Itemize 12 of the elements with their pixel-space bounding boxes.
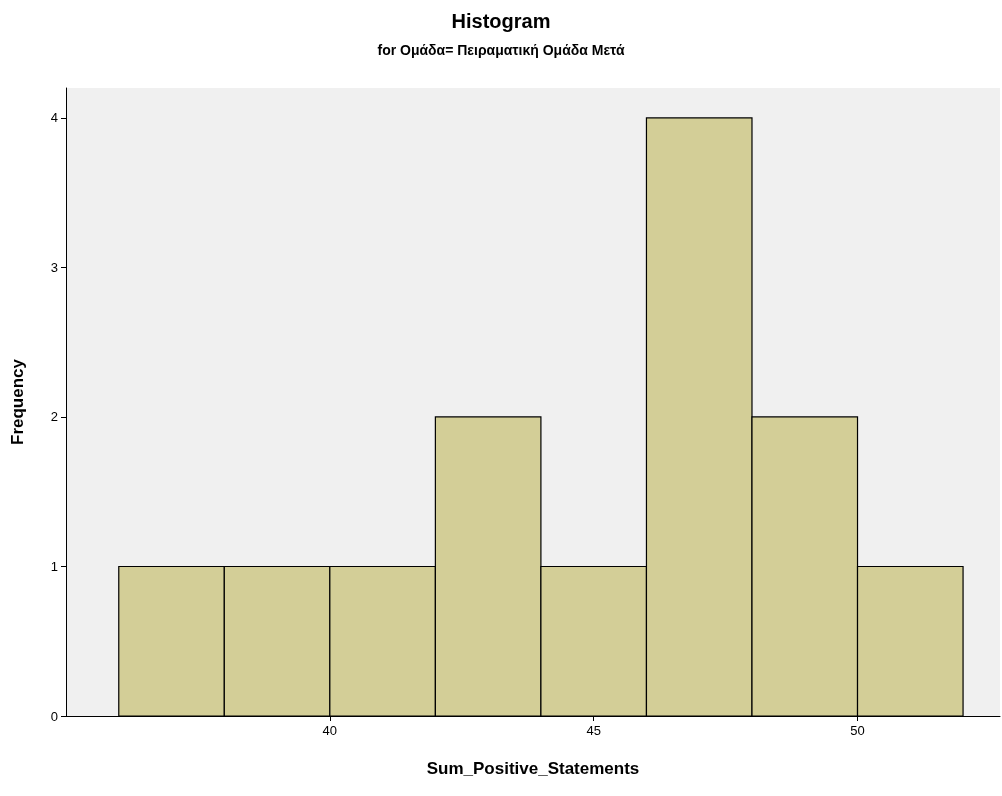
x-tick-label: 40: [322, 723, 338, 738]
y-tick-label: 4: [50, 110, 58, 126]
chart-title: Histogram: [451, 10, 551, 32]
y-axis-title: Frequency: [8, 358, 27, 445]
y-tick-label: 2: [50, 409, 58, 425]
chart-subtitle: for Ομάδα= Πειραματική Ομάδα Μετά: [377, 42, 625, 58]
x-axis-title: Sum_Positive_Statements: [426, 759, 640, 778]
x-tick-label: 45: [586, 723, 601, 738]
x-tick-label: 50: [850, 723, 865, 738]
y-tick-label: 3: [50, 259, 58, 275]
y-tick-label: 0: [50, 708, 58, 724]
y-tick-label: 1: [50, 558, 58, 574]
